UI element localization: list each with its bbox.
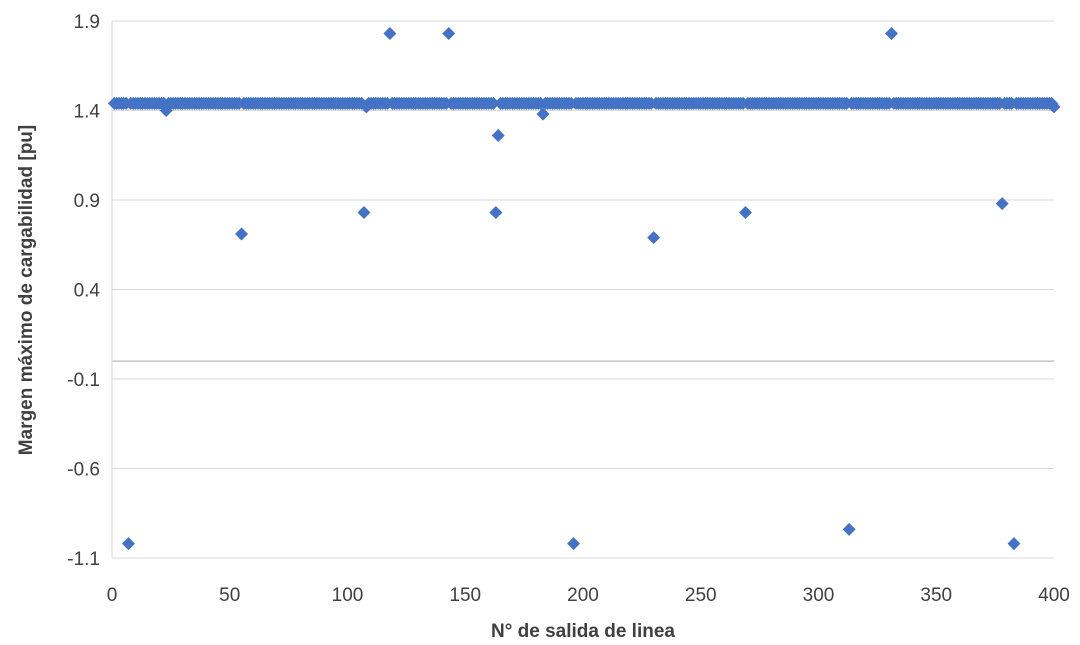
data-point-outlier bbox=[359, 100, 373, 114]
y-tick-label: -1.1 bbox=[67, 549, 100, 570]
x-tick-label: 150 bbox=[449, 585, 481, 606]
data-point-outlier bbox=[442, 27, 456, 41]
y-tick-label: 0.4 bbox=[74, 281, 101, 302]
y-tick-label: -0.6 bbox=[67, 460, 100, 481]
data-point-outlier bbox=[1047, 100, 1061, 114]
x-tick-label: 100 bbox=[332, 585, 364, 606]
data-point-outlier bbox=[121, 537, 135, 551]
data-point-outlier bbox=[567, 537, 581, 551]
y-tick-label: 1.4 bbox=[74, 102, 101, 123]
data-point-outlier bbox=[1007, 537, 1021, 551]
x-axis-title: N° de salida de linea bbox=[491, 621, 675, 642]
y-tick-label: 0.9 bbox=[74, 191, 100, 212]
data-point-outlier bbox=[842, 522, 856, 536]
x-tick-label: 50 bbox=[219, 585, 240, 606]
x-tick-label: 300 bbox=[803, 585, 835, 606]
data-point-outlier bbox=[235, 227, 249, 241]
y-tick-label: -0.1 bbox=[67, 370, 100, 391]
data-point-outlier bbox=[647, 231, 661, 245]
x-tick-label: 0 bbox=[107, 585, 118, 606]
data-point-outlier bbox=[536, 107, 550, 121]
y-axis-ticks: 1.9 1.4 0.9 0.4 -0.1 -0.6 -1.1 bbox=[67, 12, 100, 570]
x-axis-ticks: 0 50 100 150 200 250 300 350 400 bbox=[107, 585, 1070, 606]
x-tick-label: 250 bbox=[685, 585, 717, 606]
data-point-outlier bbox=[885, 27, 899, 41]
y-tick-label: 1.9 bbox=[74, 12, 100, 33]
gridlines bbox=[111, 20, 1054, 559]
data-point bbox=[487, 96, 501, 110]
data-point-outlier bbox=[995, 197, 1009, 211]
data-point-outlier bbox=[159, 104, 173, 117]
data-points bbox=[107, 27, 1061, 551]
x-tick-label: 400 bbox=[1038, 585, 1070, 606]
data-point-outlier bbox=[738, 206, 752, 220]
data-point-outlier bbox=[383, 27, 397, 41]
x-tick-label: 350 bbox=[920, 585, 952, 606]
data-point-outlier bbox=[491, 129, 505, 143]
x-tick-label: 200 bbox=[567, 585, 599, 606]
data-point-outlier bbox=[357, 206, 371, 220]
y-axis-title: Margen máximo de cargabilidad [pu] bbox=[16, 125, 37, 455]
data-point-outlier bbox=[489, 206, 503, 220]
